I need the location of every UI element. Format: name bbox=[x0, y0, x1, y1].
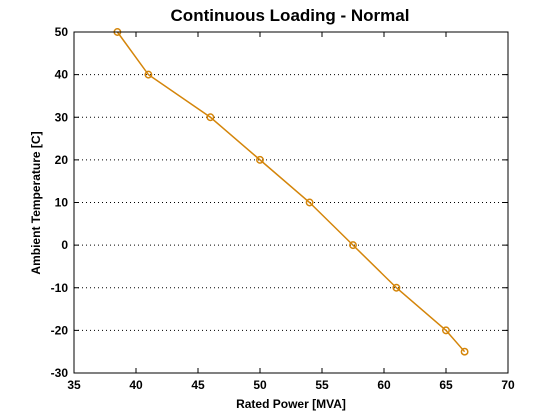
y-tick-label-4: 10 bbox=[55, 196, 69, 210]
y-tick-label-5: 20 bbox=[55, 153, 69, 167]
y-axis-label: Ambient Temperature [C] bbox=[29, 131, 43, 274]
data-point-0-6 bbox=[392, 283, 401, 292]
x-tick-label-5: 60 bbox=[377, 378, 391, 392]
y-tick-label-0: -30 bbox=[51, 366, 69, 380]
data-point-0-2 bbox=[206, 113, 215, 122]
x-tick-labels: 35 40 45 50 55 60 65 70 bbox=[67, 378, 515, 392]
data-point-0-1 bbox=[144, 70, 153, 79]
series-line-0 bbox=[116, 31, 466, 353]
data-markers bbox=[113, 28, 469, 356]
tick-marks bbox=[73, 31, 509, 374]
plot-frame-border bbox=[73, 31, 509, 374]
x-tick-label-1: 40 bbox=[129, 378, 143, 392]
x-tick-label-0: 35 bbox=[67, 378, 81, 392]
x-tick-label-2: 45 bbox=[191, 378, 205, 392]
data-point-0-7 bbox=[442, 326, 450, 335]
data-point-0-3 bbox=[256, 155, 264, 164]
data-point-0-8 bbox=[460, 347, 469, 356]
y-tick-label-8: 50 bbox=[55, 25, 69, 39]
series-lines bbox=[116, 31, 466, 353]
y-tick-label-7: 40 bbox=[55, 68, 69, 82]
data-point-0-5 bbox=[349, 241, 357, 250]
y-tick-labels: -30 -20 -10 0 10 20 30 40 50 bbox=[51, 25, 69, 380]
y-tick-label-3: 0 bbox=[61, 238, 68, 252]
grid-lines bbox=[74, 74, 508, 331]
data-point-0-4 bbox=[305, 198, 314, 207]
x-axis-label: Rated Power [MVA] bbox=[236, 397, 346, 411]
chart-title: Continuous Loading - Normal bbox=[171, 6, 410, 25]
x-tick-label-4: 55 bbox=[315, 378, 329, 392]
y-tick-label-6: 30 bbox=[55, 110, 69, 124]
y-tick-label-2: -10 bbox=[51, 281, 69, 295]
x-tick-label-3: 50 bbox=[253, 378, 267, 392]
x-tick-label-6: 65 bbox=[439, 378, 453, 392]
x-tick-label-7: 70 bbox=[501, 378, 515, 392]
y-tick-label-1: -20 bbox=[51, 323, 69, 337]
